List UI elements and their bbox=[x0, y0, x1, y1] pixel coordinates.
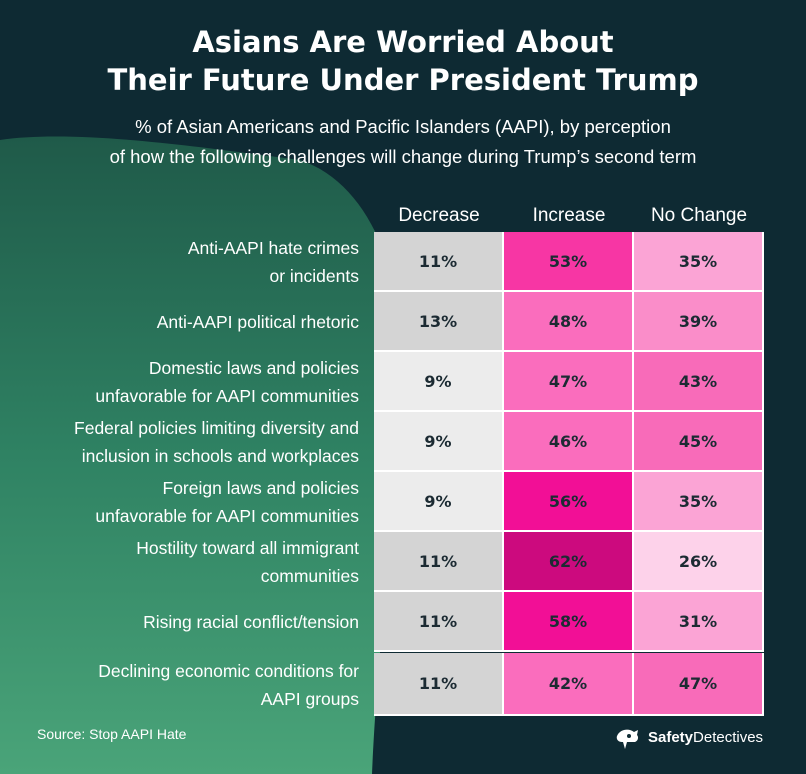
row-label-line: Declining economic conditions for bbox=[98, 660, 359, 681]
cell-no-change: 26% bbox=[634, 532, 764, 592]
column-header-increase: Increase bbox=[532, 205, 606, 226]
cell-decrease: 9% bbox=[374, 352, 504, 412]
row-label-line: Foreign laws and policies bbox=[162, 478, 360, 498]
cell-decrease: 11% bbox=[374, 592, 504, 652]
cell-no-change: 31% bbox=[634, 592, 764, 652]
row-label-line: Rising racial conflict/tension bbox=[143, 612, 359, 632]
row-label: Foreign laws and policies unfavorable fo… bbox=[20, 472, 359, 532]
row-label: Declining economic conditions for AAPI gr… bbox=[20, 653, 359, 716]
brand-name-part1: Safety bbox=[648, 729, 694, 746]
cell-no-change: 35% bbox=[634, 472, 764, 532]
row-label-line: or incidents bbox=[269, 266, 360, 286]
brand-name: SafetyDetectives bbox=[648, 724, 763, 752]
row-label: Anti-AAPI hate crimes or incidents bbox=[20, 232, 359, 292]
row-label: Federal policies limiting diversity and i… bbox=[20, 412, 359, 472]
cell-decrease: 13% bbox=[374, 292, 504, 352]
cell-increase: 46% bbox=[504, 412, 634, 472]
row-label-line: inclusion in schools and workplaces bbox=[81, 446, 359, 466]
cell-no-change: 43% bbox=[634, 352, 764, 412]
cell-increase: 48% bbox=[504, 292, 634, 352]
row-label-line: Domestic laws and policies bbox=[148, 358, 359, 378]
row-label-line: Federal policies limiting diversity and bbox=[74, 418, 359, 438]
cell-decrease: 11% bbox=[374, 653, 504, 716]
cell-no-change: 45% bbox=[634, 412, 764, 472]
cell-no-change: 35% bbox=[634, 232, 764, 292]
row-label-line: Hostility toward all immigrant bbox=[136, 538, 359, 558]
source-note: Source: Stop AAPI Hate bbox=[37, 726, 187, 742]
cell-increase: 62% bbox=[504, 532, 634, 592]
brand-logo: SafetyDetectives bbox=[614, 724, 763, 752]
brand-name-part2: Detectives bbox=[693, 729, 764, 746]
subtitle-line-1: % of Asian Americans and Pacific Islande… bbox=[135, 116, 671, 137]
row-label: Domestic laws and policies unfavorable fo… bbox=[20, 352, 359, 412]
detective-hat-icon bbox=[616, 729, 639, 749]
cell-decrease: 11% bbox=[374, 232, 504, 292]
column-header-no-change: No Change bbox=[650, 205, 748, 226]
row-label-line: AAPI groups bbox=[260, 688, 359, 709]
row-label-line: unfavorable for AAPI communities bbox=[95, 386, 359, 406]
row-label-line: communities bbox=[260, 566, 359, 586]
cell-increase: 58% bbox=[504, 592, 634, 652]
title-line-1: Asians Are Worried About bbox=[192, 25, 614, 59]
row-label: Anti-AAPI political rhetoric bbox=[20, 292, 359, 352]
row-label: Hostility toward all immigrant communitie… bbox=[20, 532, 359, 592]
cell-increase: 56% bbox=[504, 472, 634, 532]
cell-decrease: 9% bbox=[374, 472, 504, 532]
row-label-line: Anti-AAPI political rhetoric bbox=[156, 312, 359, 332]
cell-no-change: 47% bbox=[634, 653, 764, 716]
background-green-shape bbox=[0, 136, 406, 774]
cell-no-change: 39% bbox=[634, 292, 764, 352]
cell-decrease: 11% bbox=[374, 532, 504, 592]
cell-decrease: 9% bbox=[374, 412, 504, 472]
cell-increase: 53% bbox=[504, 232, 634, 292]
title-line-2: Their Future Under President Trump bbox=[107, 63, 699, 97]
row-label-line: unfavorable for AAPI communities bbox=[95, 506, 359, 526]
subtitle-line-2: of how the following challenges will cha… bbox=[109, 146, 697, 167]
row-label-line: Anti-AAPI hate crimes bbox=[187, 238, 359, 258]
row-label: Rising racial conflict/tension bbox=[20, 592, 359, 652]
cell-increase: 42% bbox=[504, 653, 634, 716]
column-header-decrease: Decrease bbox=[398, 205, 480, 226]
cell-increase: 47% bbox=[504, 352, 634, 412]
